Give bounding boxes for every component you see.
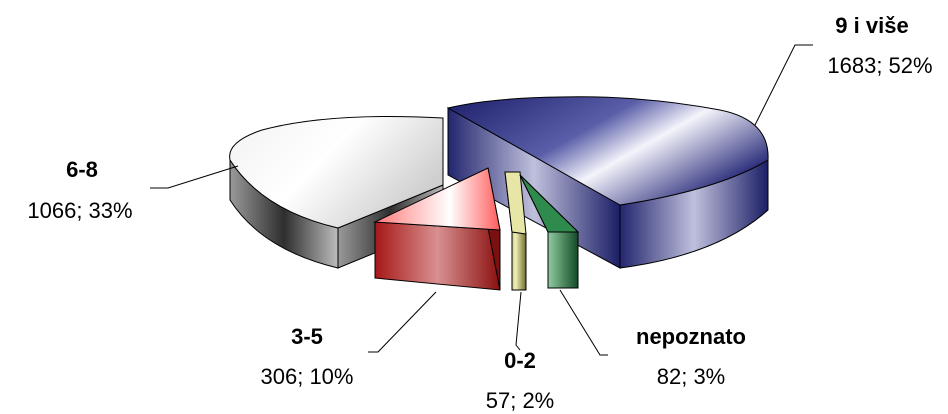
- leader-0-2: [515, 291, 522, 351]
- slice-9-i-vise: [446, 96, 769, 269]
- leader-nepoznato: [559, 289, 608, 356]
- label-category-nepoznato: nepoznato: [636, 324, 746, 349]
- slice-0-2-top: [504, 171, 527, 235]
- slice-3-5-top: [373, 167, 501, 231]
- slice-3-5-front: [374, 221, 501, 291]
- slice-nepoznato: [519, 174, 580, 289]
- slice-0-2: [504, 171, 527, 291]
- label-value-0-2: 57; 2%: [486, 388, 555, 413]
- slice-9-i-vise-top: [446, 96, 769, 206]
- label-category-9-i-vise: 9 i više: [835, 13, 908, 38]
- label-category-3-5: 3-5: [291, 324, 323, 349]
- slice-6-8-top: [229, 116, 444, 229]
- label-value-6-8: 1066; 33%: [27, 198, 132, 223]
- label-category-6-8: 6-8: [66, 157, 98, 182]
- leader-6-8: [150, 165, 239, 189]
- label-category-0-2: 0-2: [504, 348, 536, 373]
- slice-3-5: [373, 167, 501, 291]
- label-value-3-5: 306; 10%: [261, 364, 354, 389]
- label-value-nepoznato: 82; 3%: [657, 364, 726, 389]
- label-value-9-i-vise: 1683; 52%: [827, 53, 932, 78]
- slice-nepoznato-top: [519, 174, 580, 233]
- leader-3-5: [368, 291, 437, 353]
- leader-9-i-vise: [754, 44, 813, 126]
